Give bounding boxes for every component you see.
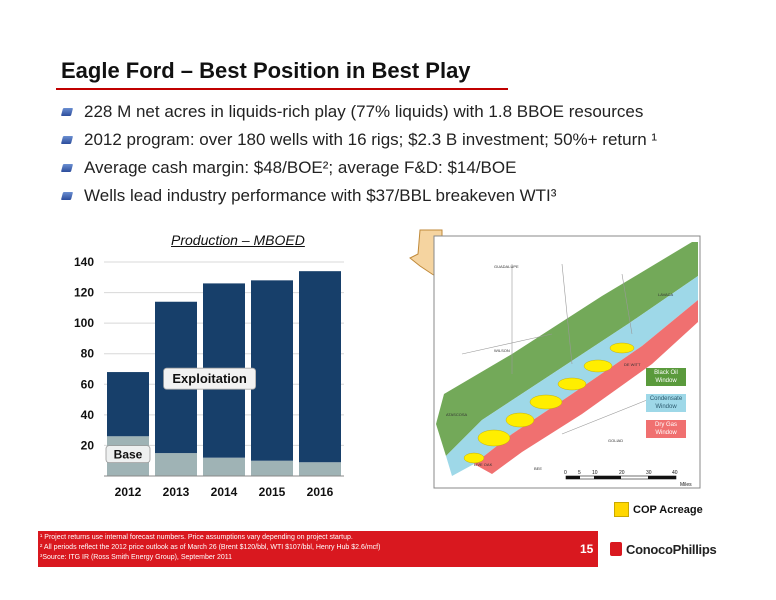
- bar-exploitation: [251, 280, 293, 461]
- eagle-ford-map: GUADALUPE WILSON ATASCOSA LIVE OAK BEE G…: [409, 229, 701, 489]
- bullet-list: 228 M net acres in liquids-rich play (77…: [60, 98, 657, 210]
- bar-exploitation: [107, 372, 149, 437]
- footnote: ³Source: ITG IR (Ross Smith Energy Group…: [40, 554, 233, 561]
- county-lines: [461, 263, 663, 435]
- bullet-text: Average cash margin: $48/BOE²; average F…: [84, 158, 517, 177]
- bar-base: [203, 457, 245, 476]
- map-label: DE WITT: [624, 362, 641, 367]
- bullet-text: Wells lead industry performance with $37…: [84, 186, 557, 205]
- company-logo: ConocoPhillips: [610, 531, 738, 567]
- svg-text:40: 40: [672, 470, 678, 476]
- map-label: GUADALUPE: [494, 264, 519, 269]
- bullet-icon: [60, 136, 74, 144]
- slide-title: Eagle Ford – Best Position in Best Play: [61, 58, 471, 83]
- y-tick-label: 120: [74, 286, 94, 300]
- production-chart: 20 40 60 80 100 120 140 2012 2013 2014 2015 2016 Bas…: [74, 255, 344, 499]
- y-tick-label: 40: [81, 408, 95, 422]
- bar-base: [251, 460, 293, 476]
- cop-acreage-label: COP Acreage: [633, 503, 703, 516]
- acreage-swatch: [614, 502, 629, 517]
- svg-text:10: 10: [592, 470, 598, 476]
- title-underline: [56, 88, 508, 90]
- map-label: GOLIAD: [608, 438, 623, 443]
- x-tick-label: 2014: [211, 485, 238, 499]
- y-tick-label: 100: [74, 316, 94, 330]
- series-label-exploitation: Exploitation: [172, 371, 246, 386]
- x-tick-label: 2015: [259, 485, 286, 499]
- svg-text:5: 5: [578, 470, 581, 476]
- map-label: LAVACA: [658, 292, 674, 297]
- bar-base: [299, 462, 341, 476]
- base-label-box: [105, 445, 151, 464]
- condensate-window-region: [446, 276, 698, 476]
- bullet-icon: [60, 164, 74, 172]
- window-legend-dry-gas: Dry Gas Window: [646, 420, 686, 438]
- x-tick-label: 2012: [115, 485, 142, 499]
- map-label: WILSON: [494, 348, 510, 353]
- bullet-icon: [60, 192, 74, 200]
- bullet-item: 2012 program: over 180 wells with 16 rig…: [60, 126, 657, 154]
- svg-text:0: 0: [564, 470, 567, 476]
- logo-text: ConocoPhillips: [626, 541, 717, 557]
- window-label: Condensate Window: [649, 396, 683, 410]
- dry-gas-window-region: [474, 300, 698, 474]
- bullet-item: Wells lead industry performance with $37…: [60, 182, 657, 210]
- footnotes: ¹ Project returns use internal forecast …: [40, 533, 380, 563]
- y-tick-label: 80: [81, 347, 95, 361]
- footnote: ² All periods reflect the 2012 price out…: [40, 544, 381, 551]
- x-tick-label: 2013: [163, 485, 190, 499]
- series-label-base: Base: [114, 448, 143, 462]
- window-legend-black-oil: Black Oil Window: [646, 368, 686, 386]
- bullet-text: 2012 program: over 180 wells with 16 rig…: [84, 130, 658, 149]
- window-label: Dry Gas Window: [654, 422, 677, 436]
- y-tick-label: 140: [74, 255, 94, 269]
- exploitation-label-box: [163, 367, 256, 390]
- map-label: LIVE OAK: [474, 462, 493, 467]
- window-label: Black Oil Window: [654, 370, 678, 384]
- y-tick-label: 20: [81, 438, 95, 452]
- window-legend-condensate: Condensate Window: [646, 394, 686, 412]
- footer-red-band: [38, 531, 598, 567]
- black-oil-window-region: [436, 242, 698, 456]
- svg-text:30: 30: [646, 470, 652, 476]
- bar-exploitation: [299, 271, 341, 463]
- bullet-text: 228 M net acres in liquids-rich play (77…: [84, 102, 644, 121]
- bullet-icon: [60, 108, 74, 116]
- footnote: ¹ Project returns use internal forecast …: [40, 534, 353, 541]
- y-tick-label: 60: [81, 377, 95, 391]
- bullet-item: 228 M net acres in liquids-rich play (77…: [60, 98, 657, 126]
- cop-acreage-legend: COP Acreage: [614, 502, 703, 517]
- map-label: ATASCOSA: [446, 412, 468, 417]
- svg-text:20: 20: [619, 470, 625, 476]
- bar-base: [155, 453, 197, 476]
- logo-mark-icon: [610, 542, 622, 556]
- svg-text:Miles: Miles: [680, 482, 692, 488]
- bullet-item: Average cash margin: $48/BOE²; average F…: [60, 154, 657, 182]
- page-number: 15: [580, 542, 594, 556]
- x-tick-label: 2016: [307, 485, 334, 499]
- map-label: BEE: [534, 466, 542, 471]
- chart-title: Production – MBOED: [171, 232, 305, 248]
- map-scale-bar: 0 5 10 20 30 40 Miles: [564, 470, 692, 488]
- cop-acreage-regions: [463, 342, 635, 464]
